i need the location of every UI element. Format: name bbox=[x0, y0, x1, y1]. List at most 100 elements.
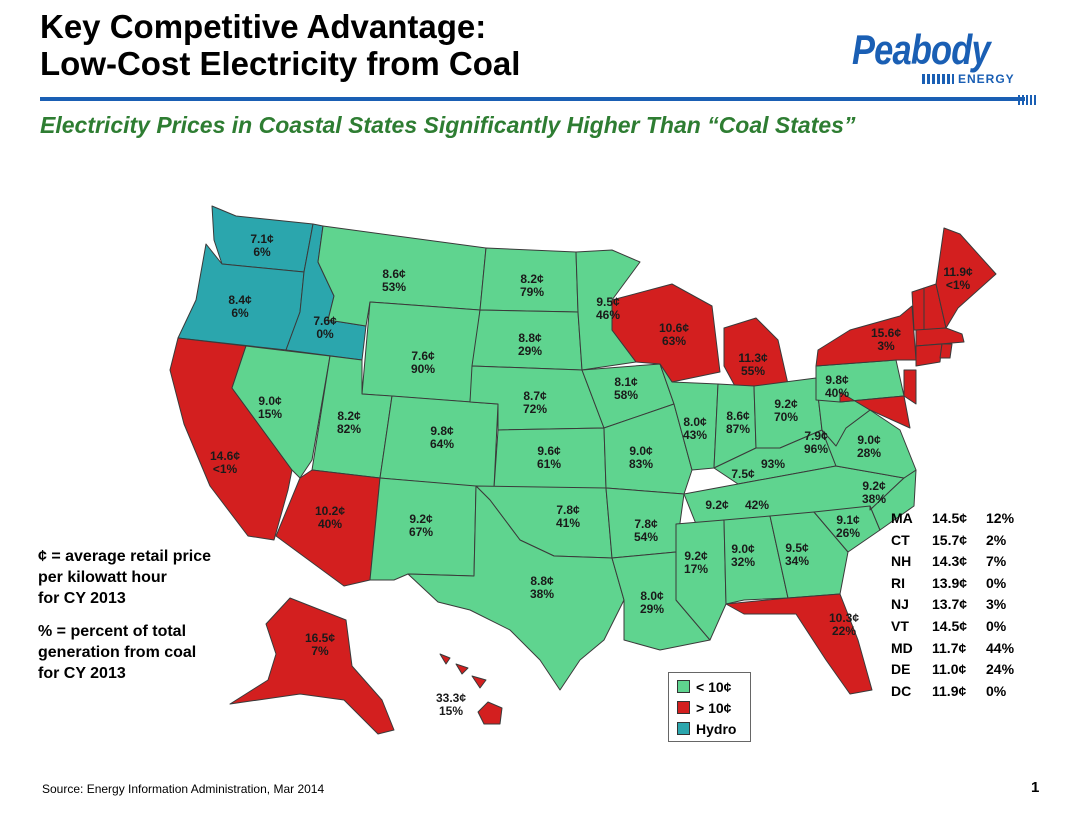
state-price-label: 7.9¢ bbox=[804, 429, 828, 443]
state-coal-label: 79% bbox=[520, 285, 544, 299]
table-coal: 7% bbox=[986, 553, 1007, 570]
state-ms bbox=[675, 519, 727, 641]
table-row: RI 13.9¢ 0% bbox=[891, 573, 1026, 595]
state-coal-label: <1% bbox=[946, 278, 971, 292]
table-coal: 44% bbox=[986, 639, 1015, 656]
state-coal-label: 96% bbox=[804, 442, 828, 456]
state-price-label: 10.3¢ bbox=[829, 611, 859, 625]
state-coal-label: 90% bbox=[411, 362, 435, 376]
state-price-label: 14.6¢ bbox=[210, 449, 240, 463]
map-legend: < 10¢ > 10¢ Hydro bbox=[668, 672, 751, 742]
table-coal: 0% bbox=[986, 682, 1007, 699]
state-price-label: 8.0¢ bbox=[683, 415, 707, 429]
state-price-label: 9.0¢ bbox=[857, 433, 881, 447]
state-coal-label: 53% bbox=[382, 280, 406, 294]
coal-definition-line: % = percent of total bbox=[38, 623, 187, 640]
state-coal-label: 72% bbox=[523, 402, 547, 416]
page-subtitle: Electricity Prices in Coastal States Sig… bbox=[40, 112, 856, 138]
state-coal-label: 6% bbox=[253, 245, 271, 259]
logo-wordmark: Peabody bbox=[852, 26, 991, 73]
price-definition-line: per kilowatt hour bbox=[38, 569, 167, 586]
state-price-label: 8.8¢ bbox=[518, 331, 542, 345]
state-price-label: 7.6¢ bbox=[313, 314, 337, 328]
state-price-label: 9.2¢ bbox=[684, 549, 708, 563]
price-definition-line: ¢ = average retail price bbox=[38, 548, 211, 565]
state-price-label: 9.5¢ bbox=[785, 541, 809, 555]
state-price-label: 8.8¢ bbox=[530, 574, 554, 588]
state-price-label: 8.6¢ bbox=[382, 267, 406, 281]
legend-label: > 10¢ bbox=[696, 699, 732, 716]
table-row: MD 11.7¢ 44% bbox=[891, 638, 1026, 660]
state-coal-label: 38% bbox=[862, 492, 886, 506]
state-coal-label: 0% bbox=[316, 327, 334, 341]
table-row: DC 11.9¢ 0% bbox=[891, 681, 1026, 703]
state-coal-label: 6% bbox=[231, 306, 249, 320]
state-price-label: 33.3¢ bbox=[436, 691, 466, 705]
state-price-label: 9.2¢ bbox=[862, 479, 886, 493]
state-coal-label: 42% bbox=[745, 498, 769, 512]
state-coal-label: 87% bbox=[726, 422, 750, 436]
legend-label: Hydro bbox=[696, 720, 737, 737]
state-price-label: 15.6¢ bbox=[871, 326, 901, 340]
table-state: MA bbox=[891, 510, 913, 526]
table-state: CT bbox=[891, 531, 910, 548]
state-price-label: 9.0¢ bbox=[258, 394, 282, 408]
state-coal-label: 70% bbox=[774, 410, 798, 424]
state-coal-label: 43% bbox=[683, 428, 707, 442]
state-price-label: 11.9¢ bbox=[943, 265, 973, 279]
peabody-logo: Peabody ENERGY bbox=[852, 26, 1038, 112]
table-row: VT 14.5¢ 0% bbox=[891, 616, 1026, 638]
table-row: CT 15.7¢ 2% bbox=[891, 530, 1026, 552]
table-price: 14.5¢ bbox=[932, 510, 968, 526]
price-definition: ¢ = average retail price per kilowatt ho… bbox=[38, 546, 211, 609]
table-state: RI bbox=[891, 574, 905, 591]
state-price-label: 7.1¢ bbox=[250, 232, 274, 246]
state-coal-label: 7% bbox=[311, 644, 329, 658]
coal-definition-line: generation from coal bbox=[38, 644, 197, 661]
legend-item: Hydro bbox=[677, 718, 750, 739]
table-state: DC bbox=[891, 682, 912, 699]
state-price-label: 8.2¢ bbox=[337, 409, 361, 423]
title-line-1: Key Competitive Advantage: bbox=[40, 8, 487, 45]
state-ny bbox=[815, 305, 917, 367]
title-line-2: Low-Cost Electricity from Coal bbox=[40, 45, 521, 82]
state-price-label: 8.4¢ bbox=[228, 293, 252, 307]
table-price: 15.7¢ bbox=[932, 531, 968, 548]
state-price-label: 9.0¢ bbox=[731, 542, 755, 556]
state-coal-label: 29% bbox=[518, 344, 542, 358]
state-price-label: 9.2¢ bbox=[409, 512, 433, 526]
header-rule-ticks bbox=[1018, 95, 1036, 105]
state-ri bbox=[939, 343, 953, 359]
table-coal: 0% bbox=[986, 574, 1007, 591]
table-state: NJ bbox=[891, 596, 909, 613]
state-md bbox=[839, 391, 911, 429]
state-al bbox=[723, 515, 789, 605]
state-price-label: 7.5¢ bbox=[731, 467, 755, 481]
state-price-label: 9.1¢ bbox=[836, 513, 860, 527]
state-coal-label: 82% bbox=[337, 422, 361, 436]
state-coal-label: <1% bbox=[213, 462, 238, 476]
definitions: ¢ = average retail price per kilowatt ho… bbox=[38, 546, 211, 696]
state-price-label: 9.6¢ bbox=[537, 444, 561, 458]
table-state: NH bbox=[891, 553, 912, 570]
state-price-label: 10.6¢ bbox=[659, 321, 689, 335]
state-coal-label: 15% bbox=[258, 407, 282, 421]
state-coal-label: 40% bbox=[825, 386, 849, 400]
state-coal-label: 3% bbox=[877, 339, 895, 353]
state-coal-label: 61% bbox=[537, 457, 561, 471]
state-price-label: 9.8¢ bbox=[825, 373, 849, 387]
state-fl bbox=[725, 593, 873, 695]
state-mo bbox=[603, 403, 693, 495]
price-definition-line: for CY 2013 bbox=[38, 590, 126, 607]
table-row: MA 14.5¢ 12% bbox=[891, 508, 1026, 530]
page-number: 1 bbox=[1031, 779, 1040, 796]
table-row: NJ 13.7¢ 3% bbox=[891, 594, 1026, 616]
table-state: VT bbox=[891, 617, 909, 634]
legend-swatch-low bbox=[677, 680, 690, 693]
table-price: 14.5¢ bbox=[932, 617, 968, 634]
state-price-label: 9.5¢ bbox=[596, 295, 620, 309]
state-price-label: 8.6¢ bbox=[726, 409, 750, 423]
state-hi bbox=[439, 653, 503, 725]
state-coal-label: 15% bbox=[439, 704, 463, 718]
header-rule bbox=[40, 97, 1025, 101]
